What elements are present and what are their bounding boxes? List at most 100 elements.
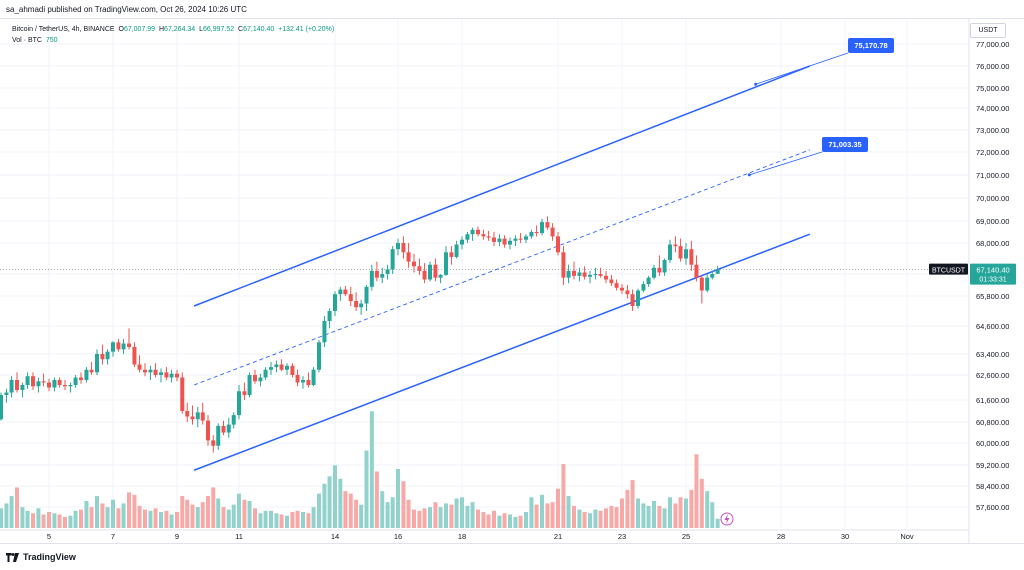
candle-body xyxy=(550,227,555,237)
candle-body xyxy=(132,347,137,365)
candle-body xyxy=(242,391,247,395)
candle-body xyxy=(561,252,566,278)
volume-bar xyxy=(641,503,646,528)
candle-body xyxy=(380,274,385,278)
volume-bar xyxy=(317,493,321,528)
y-tick-label: 65,800.00 xyxy=(976,292,1009,301)
candle-body xyxy=(470,229,475,235)
candle-body xyxy=(164,372,169,378)
volume-bar xyxy=(502,513,507,528)
y-tick-label: 61,600.00 xyxy=(976,396,1009,405)
volume-bar xyxy=(476,509,480,528)
candle-body xyxy=(497,238,502,242)
volume-row: Vol · BTC 750 xyxy=(12,35,334,46)
candle-body xyxy=(684,249,688,259)
candle-body xyxy=(444,252,448,275)
candle-body xyxy=(625,290,630,295)
volume-bar xyxy=(100,503,105,528)
candle-body xyxy=(715,269,720,274)
callout-line xyxy=(755,52,849,85)
x-tick-label: 16 xyxy=(394,532,402,541)
volume-bar xyxy=(79,509,83,528)
callout-label: 75,170.78 xyxy=(854,41,887,50)
candle-body xyxy=(598,274,603,276)
candle-body xyxy=(68,385,73,387)
volume-bar xyxy=(556,488,560,528)
candle-body xyxy=(636,290,640,306)
volume-bar xyxy=(153,508,158,528)
volume-bar xyxy=(68,515,73,528)
channel-upper-line xyxy=(193,65,811,307)
volume-bar xyxy=(652,500,656,528)
x-tick-label: 21 xyxy=(554,532,562,541)
callout-box xyxy=(848,38,894,53)
callout-box xyxy=(822,137,868,152)
volume-bar xyxy=(148,510,153,528)
chart-legend: Bitcoin / TetherUS, 4h, BINANCE O67,007.… xyxy=(12,24,334,46)
volume-bar xyxy=(572,505,576,528)
candle-body xyxy=(89,369,94,373)
symbol-label: Bitcoin / TetherUS, 4h, BINANCE xyxy=(12,26,115,33)
candle-body xyxy=(705,277,710,291)
volume-bar xyxy=(52,513,57,528)
volume-bar xyxy=(159,512,163,528)
candle-body xyxy=(4,392,9,395)
volume-bar xyxy=(662,508,667,528)
candle-body xyxy=(359,303,364,308)
candle-body xyxy=(175,373,179,378)
candle-body xyxy=(609,279,614,284)
currency-button[interactable]: USDT xyxy=(970,23,1006,38)
volume-bar xyxy=(630,480,635,528)
candle-body xyxy=(556,236,560,253)
volume-bar xyxy=(211,487,216,528)
candle-body xyxy=(237,391,241,416)
volume-label: Vol · BTC xyxy=(12,37,42,44)
candle-body xyxy=(668,244,672,261)
volume-bar xyxy=(678,497,683,528)
volume-bar xyxy=(673,503,678,528)
candle-body xyxy=(652,267,656,278)
volume-bar xyxy=(444,503,448,528)
candle-body xyxy=(285,365,289,370)
candle-body xyxy=(572,270,576,276)
candle-body xyxy=(412,261,416,267)
candle-body xyxy=(333,294,337,311)
candle-body xyxy=(73,377,78,385)
candle-body xyxy=(401,243,406,253)
volume-bar xyxy=(657,505,662,528)
y-tick-label: 63,400.00 xyxy=(976,350,1009,359)
candle-body xyxy=(354,301,359,308)
volume-bar xyxy=(84,500,89,528)
candle-body xyxy=(216,425,221,446)
y-tick-label: 70,000.00 xyxy=(976,194,1009,203)
candle-body xyxy=(545,222,550,228)
x-tick-label: 30 xyxy=(841,532,849,541)
volume-bar xyxy=(540,494,544,528)
volume-bar xyxy=(327,476,332,528)
x-tick-label: Nov xyxy=(900,532,914,541)
candle-body xyxy=(428,264,432,280)
volume-bar xyxy=(258,513,263,528)
volume-bar xyxy=(226,509,231,528)
lightning-icon-glyph xyxy=(724,514,730,524)
volume-bar xyxy=(438,507,443,528)
volume-bar xyxy=(582,512,587,528)
volume-bar xyxy=(380,491,385,528)
volume-bar xyxy=(221,507,226,528)
volume-bar xyxy=(550,502,555,528)
volume-bar xyxy=(279,514,284,528)
y-tick-label: 74,000.00 xyxy=(976,104,1009,113)
candle-body xyxy=(460,239,464,245)
grid-layer xyxy=(0,20,969,528)
volume-bar xyxy=(9,496,14,528)
volume-bar xyxy=(274,513,279,528)
tradingview-logo[interactable]: TradingView xyxy=(6,552,76,562)
volume-bar xyxy=(401,481,406,528)
y-tick-label: 77,000.00 xyxy=(976,40,1009,49)
volume-bar xyxy=(311,507,316,528)
candle-body xyxy=(588,274,592,277)
candle-body xyxy=(111,342,115,352)
volume-bar xyxy=(263,510,268,528)
candle-body xyxy=(406,252,411,262)
